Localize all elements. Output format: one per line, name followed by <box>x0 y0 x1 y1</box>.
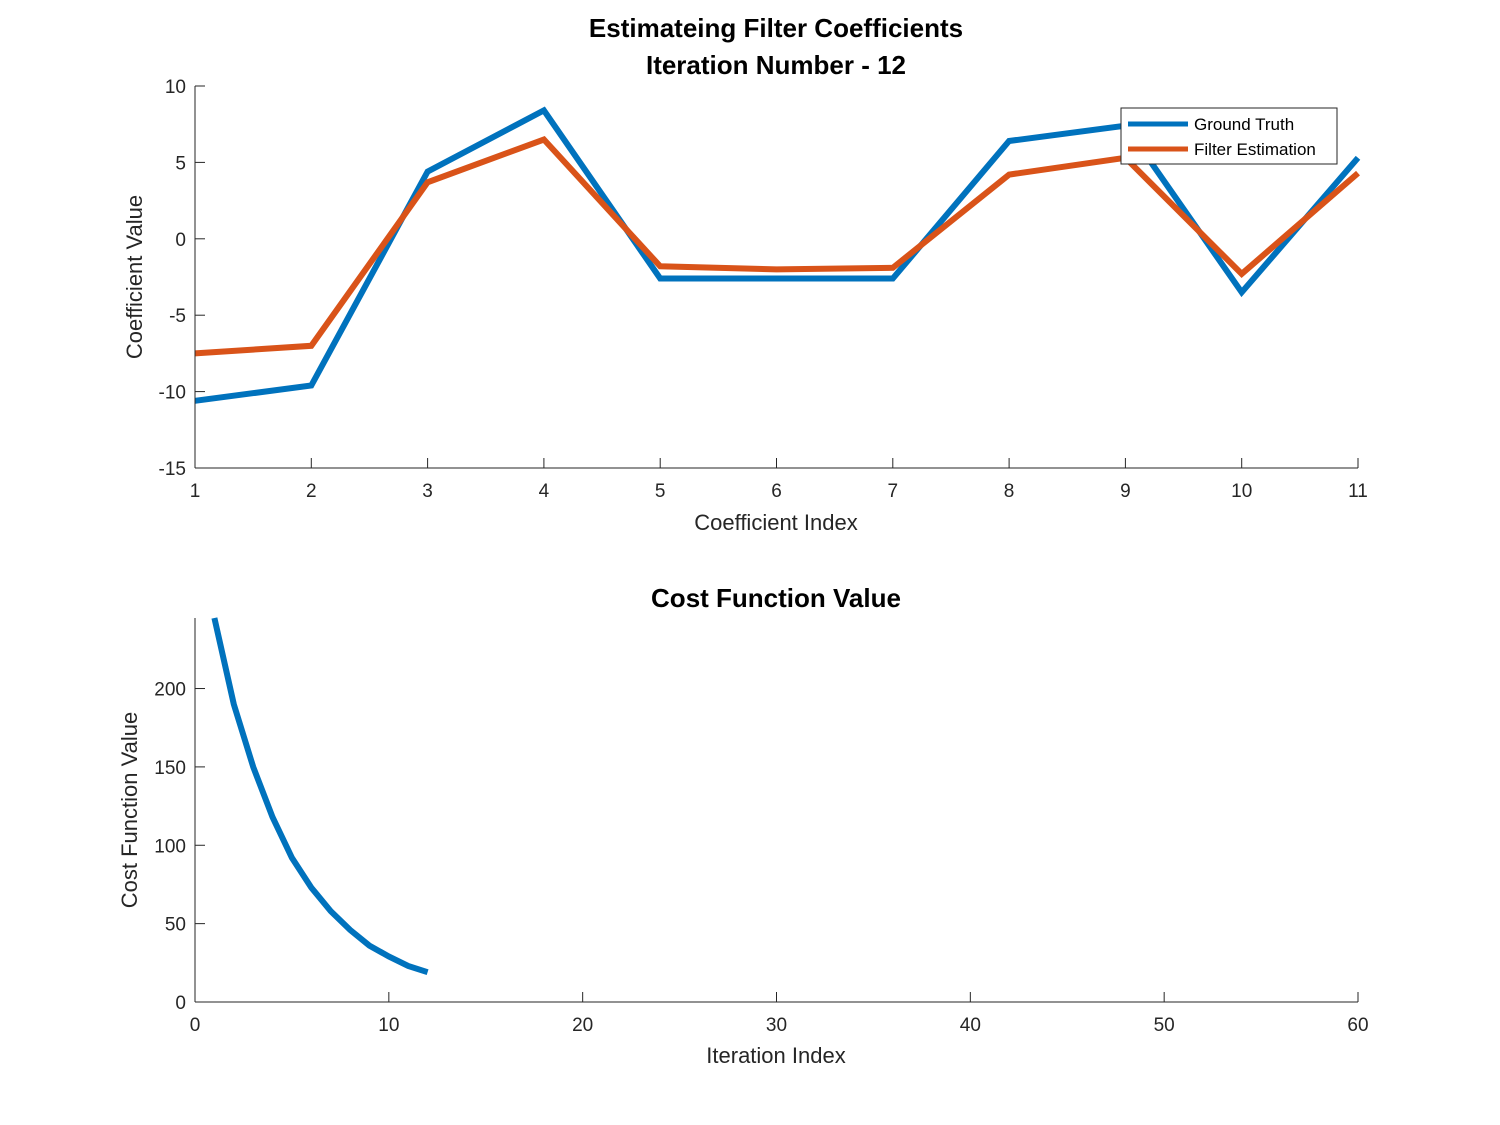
chart-title-line-2: Iteration Number - 12 <box>646 50 906 80</box>
legend-label-filter-estimation: Filter Estimation <box>1194 140 1316 159</box>
legend: Ground Truth Filter Estimation <box>1120 107 1338 165</box>
cost-x-tick-label-2: 20 <box>572 1015 593 1036</box>
cost-x-tick-label-0: 0 <box>190 1015 201 1036</box>
cost-y-axis-label: Cost Function Value <box>117 712 142 908</box>
cost-series-group <box>211 617 429 976</box>
coef-y-tick-label-4: 5 <box>175 153 186 174</box>
coefficients-series-group <box>194 106 1361 404</box>
coef-x-tick-label-5: 6 <box>771 481 782 502</box>
cost-y-tick-label-4: 200 <box>154 680 186 701</box>
cost-x-ticks: 0 10 20 30 40 50 60 <box>190 992 1369 1036</box>
chart-title-line-1: Estimateing Filter Coefficients <box>589 13 963 43</box>
coef-x-tick-label-0: 1 <box>190 481 201 502</box>
coef-x-tick-label-3: 4 <box>539 481 550 502</box>
cost-x-axis-label: Iteration Index <box>706 1043 845 1068</box>
coef-x-tick-label-1: 2 <box>306 481 317 502</box>
cost-chart-title: Cost Function Value <box>651 583 901 613</box>
cost-y-ticks: 0 50 100 150 200 <box>154 680 205 1014</box>
cost-x-tick-label-4: 40 <box>960 1015 981 1036</box>
cost-x-tick-label-1: 10 <box>378 1015 399 1036</box>
coef-x-tick-label-6: 7 <box>888 481 899 502</box>
coef-series-line-0 <box>194 106 1361 404</box>
coef-series-line-1 <box>194 135 1360 357</box>
coef-x-tick-label-8: 9 <box>1120 481 1131 502</box>
x-axis-label: Coefficient Index <box>694 510 857 535</box>
coef-y-tick-label-5: 10 <box>165 77 186 98</box>
cost-y-tick-label-0: 0 <box>175 993 186 1014</box>
legend-box <box>1120 107 1338 165</box>
cost-x-tick-label-6: 60 <box>1347 1015 1368 1036</box>
coef-x-tick-label-10: 11 <box>1348 481 1368 502</box>
coef-y-tick-label-0: -15 <box>159 459 186 480</box>
coef-y-tick-label-2: -5 <box>169 306 186 327</box>
coef-x-tick-label-7: 8 <box>1004 481 1015 502</box>
cost-x-tick-label-5: 50 <box>1154 1015 1175 1036</box>
coef-y-tick-label-1: -10 <box>159 383 186 404</box>
y-ticks: -15 -10 -5 0 5 10 <box>159 77 205 480</box>
cost-y-tick-label-1: 50 <box>165 915 186 936</box>
x-ticks: 1 2 3 4 5 6 7 8 9 10 11 <box>190 458 1368 502</box>
y-axis-label: Coefficient Value <box>122 195 147 359</box>
coef-x-tick-label-2: 3 <box>422 481 433 502</box>
cost-y-tick-label-3: 150 <box>154 758 186 779</box>
legend-label-ground-truth: Ground Truth <box>1194 115 1294 134</box>
cost-y-tick-label-2: 100 <box>154 836 186 857</box>
coef-x-tick-label-4: 5 <box>655 481 666 502</box>
cost-series-line-0 <box>211 617 429 976</box>
cost-subplot: Cost Function Value 0 10 20 30 40 50 60 0 50 100… <box>117 583 1369 1068</box>
coefficients-subplot: Estimateing Filter Coefficients Iteratio… <box>122 13 1368 535</box>
coef-y-tick-label-3: 0 <box>175 230 186 251</box>
cost-x-tick-label-3: 30 <box>766 1015 787 1036</box>
coef-x-tick-label-9: 10 <box>1231 481 1252 502</box>
